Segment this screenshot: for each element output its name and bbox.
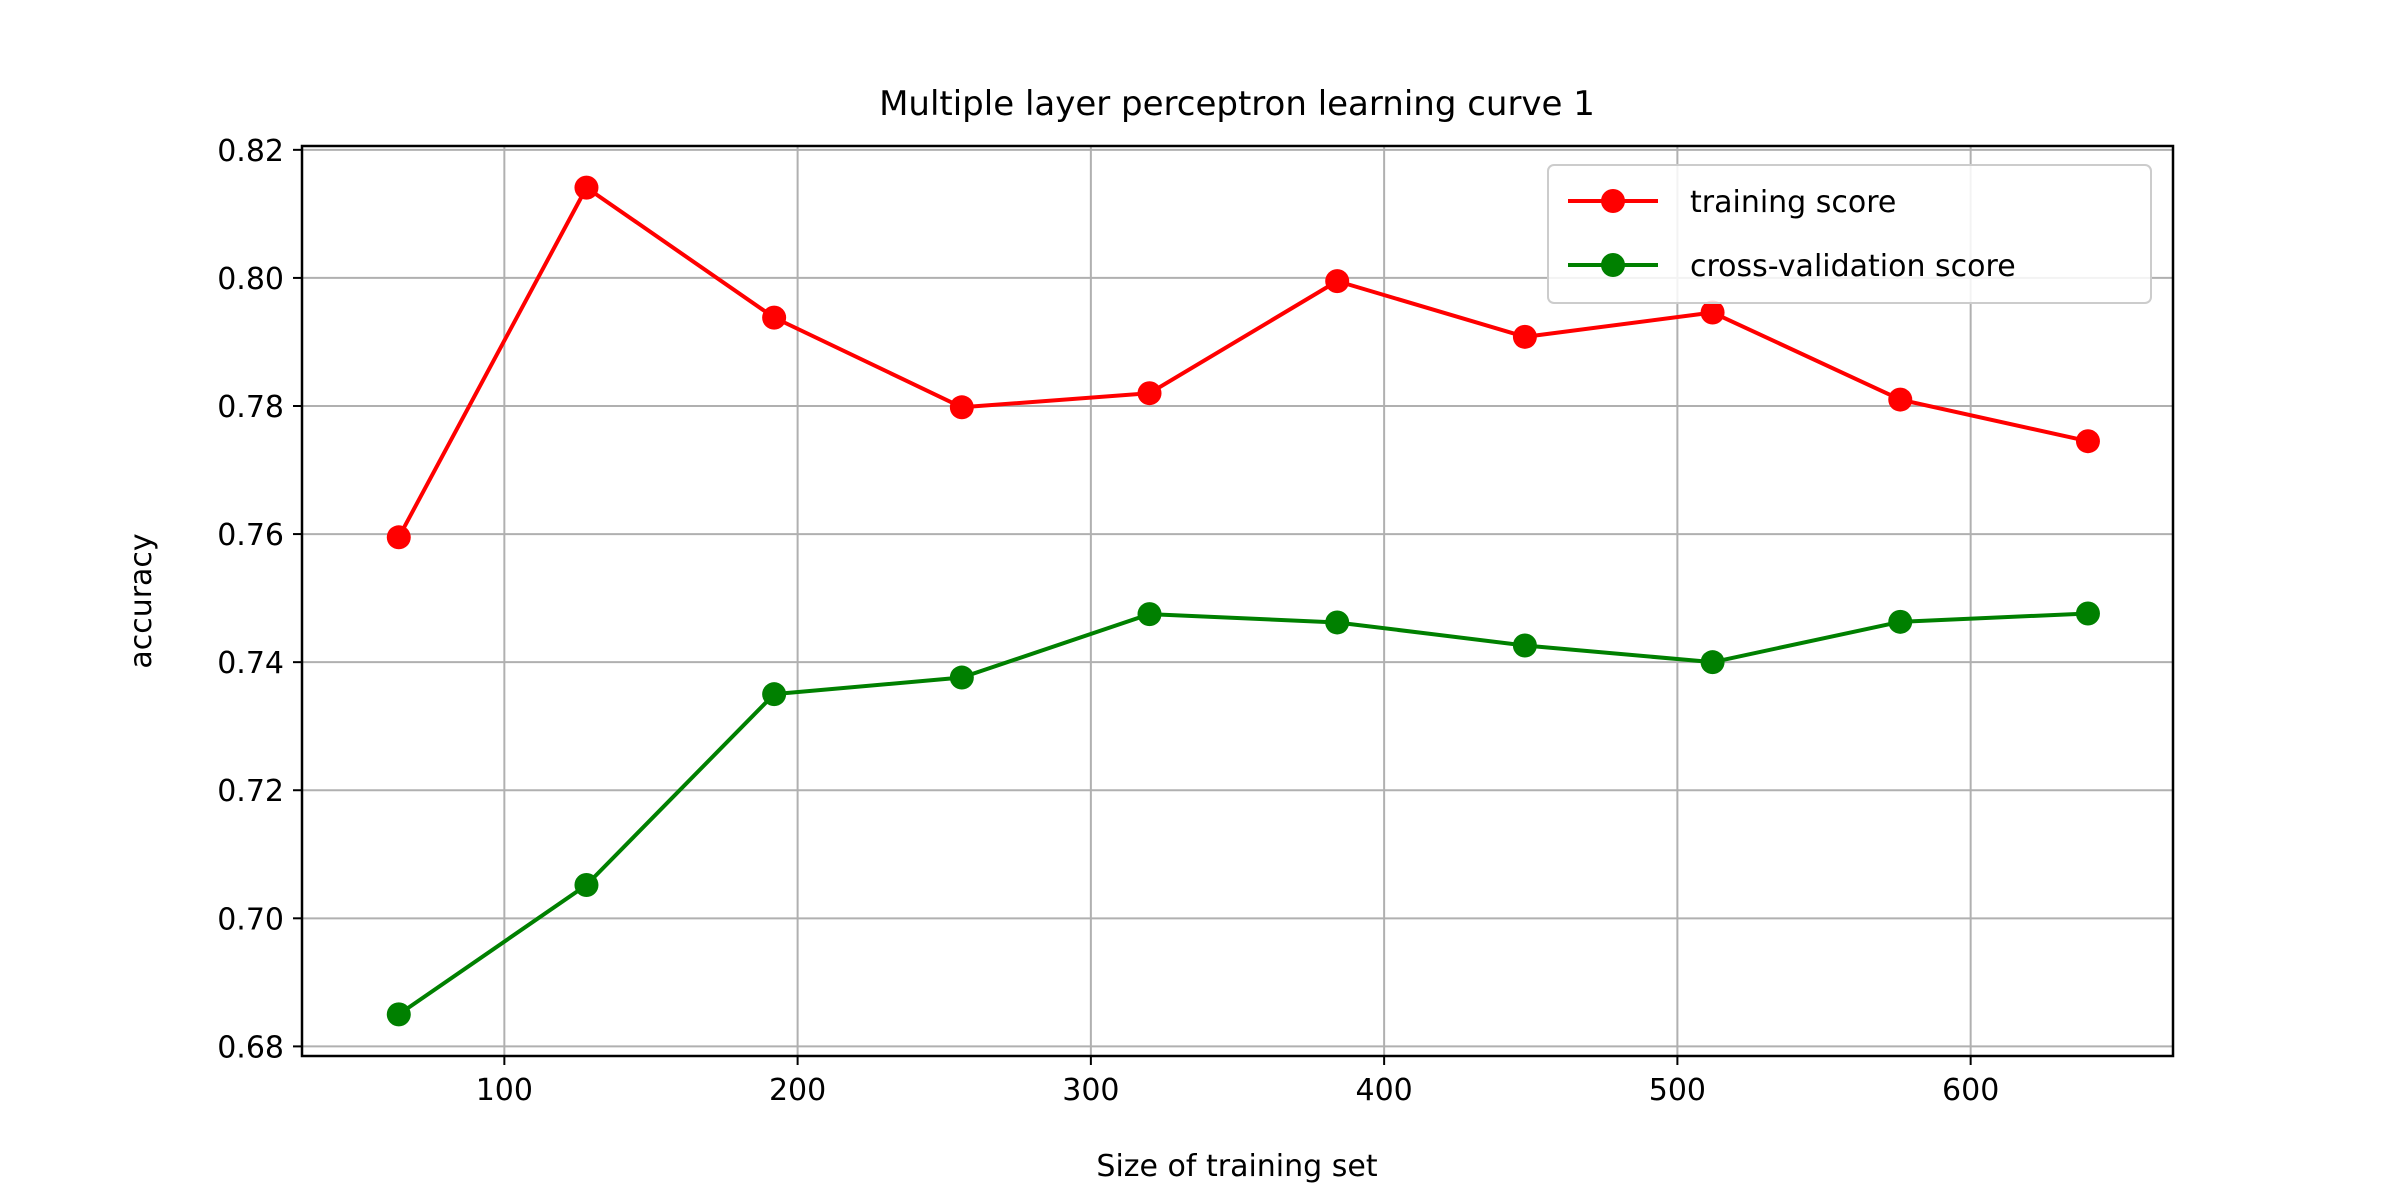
- training-score-point: [1137, 381, 1162, 406]
- legend-cross-validation-score-label: cross-validation score: [1690, 249, 2016, 284]
- y-tick-label: 0.78: [217, 390, 284, 425]
- y-tick-label: 0.76: [217, 518, 284, 553]
- training-score-point: [1512, 324, 1537, 349]
- cross-validation-score-point: [1700, 650, 1725, 675]
- grid-lines: [302, 146, 2173, 1056]
- cross-validation-score-point: [1137, 602, 1162, 627]
- plot-frame: [300, 144, 2175, 1058]
- legend-box: [1547, 164, 2152, 304]
- y-tick-label: 0.68: [217, 1030, 284, 1065]
- y-tick-label: 0.70: [217, 902, 284, 937]
- chart-title: Multiple layer perceptron learning curve…: [879, 84, 1595, 124]
- legend-training-score-label: training score: [1690, 185, 1896, 220]
- legend-items: training score cross-validation score: [1568, 185, 2016, 284]
- x-tick-label: 600: [1942, 1073, 1999, 1108]
- y-tick-label: 0.72: [217, 774, 284, 809]
- training-score-point: [1325, 269, 1350, 294]
- training-score-point: [949, 395, 974, 420]
- x-axis-label: Size of training set: [1096, 1149, 1377, 1184]
- legend-cross-validation-score-marker: [1601, 253, 1625, 277]
- training-score-point: [2075, 429, 2100, 454]
- y-axis: 0.68 0.70 0.72 0.74 0.76 0.78 0.80 0.82: [217, 134, 302, 1065]
- legend-training-score-marker: [1601, 189, 1625, 213]
- cross-validation-score-point: [2075, 601, 2100, 626]
- cross-validation-score-point: [762, 682, 787, 707]
- training-score-point: [386, 525, 411, 550]
- x-tick-label: 100: [476, 1073, 533, 1108]
- cross-validation-score-point: [1888, 609, 1913, 634]
- x-tick-label: 300: [1062, 1073, 1119, 1108]
- cross-validation-score-point: [574, 873, 599, 898]
- training-score-line: [397, 185, 2089, 539]
- y-axis-label: accuracy: [124, 533, 159, 668]
- y-tick-label: 0.82: [217, 134, 284, 169]
- x-tick-label: 500: [1649, 1073, 1706, 1108]
- cross-validation-score-point: [949, 665, 974, 690]
- training-score-point: [1700, 300, 1725, 325]
- cross-validation-score-point: [1325, 610, 1350, 635]
- cross-validation-score-line: [397, 611, 2089, 1017]
- y-tick-label: 0.80: [217, 262, 284, 297]
- cross-validation-score-point: [1512, 633, 1537, 658]
- legend: training score cross-validation score: [1547, 164, 2152, 304]
- cross-validation-score-point: [386, 1002, 411, 1027]
- series-layer: [386, 175, 2100, 1027]
- x-axis: 100 200 300 400 500 600: [476, 1056, 1999, 1108]
- y-tick-label: 0.74: [217, 646, 284, 681]
- x-tick-label: 200: [769, 1073, 826, 1108]
- training-score-point: [574, 175, 599, 200]
- training-score-point: [1888, 387, 1913, 412]
- x-tick-label: 400: [1355, 1073, 1412, 1108]
- training-score-point: [762, 305, 787, 330]
